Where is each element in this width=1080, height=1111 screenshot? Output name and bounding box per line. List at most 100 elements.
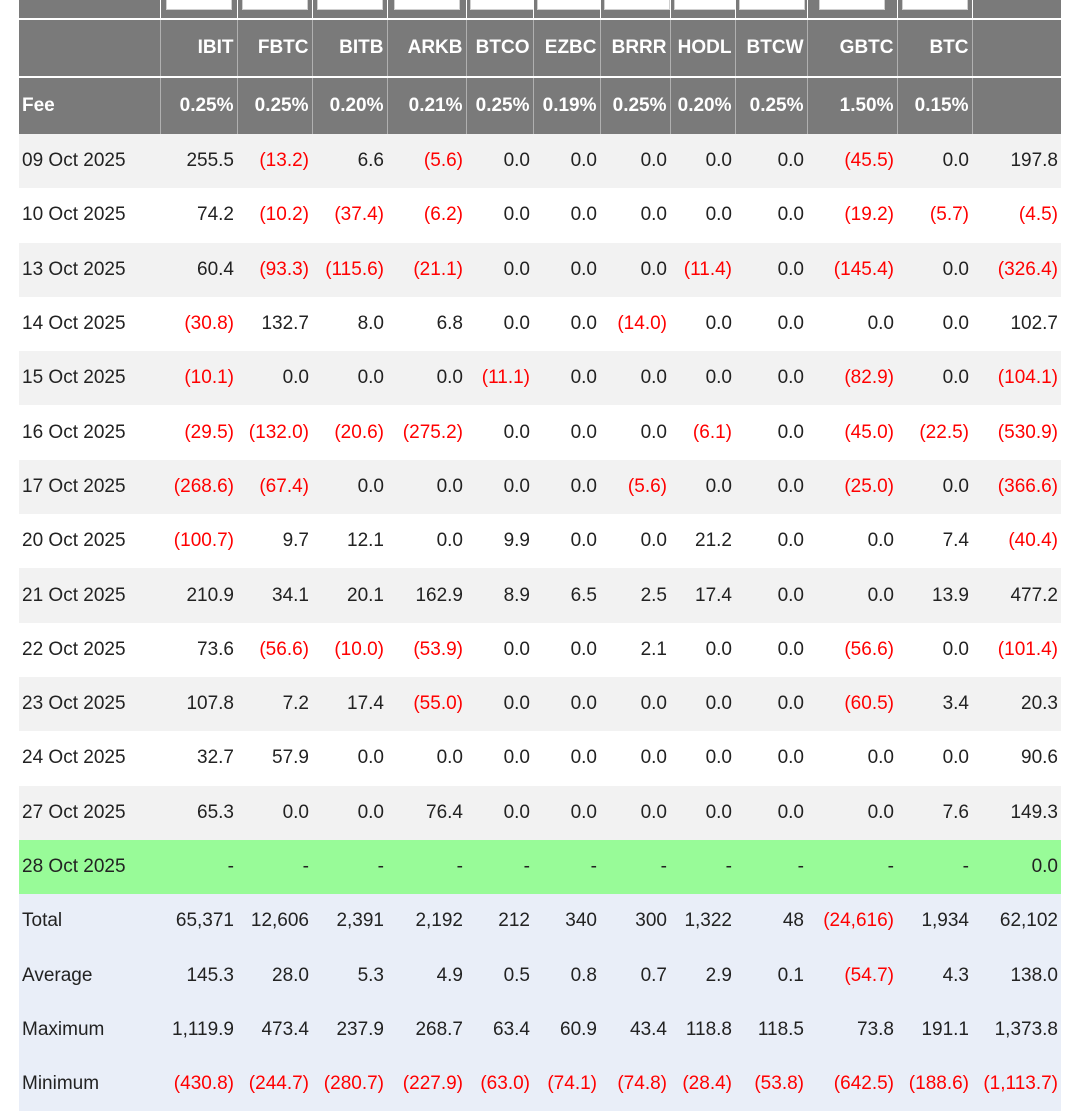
row-date: 17 Oct 2025 [19, 459, 160, 515]
flow-cell: 0.0 [533, 405, 600, 460]
fee-cell: 0.25% [466, 76, 534, 134]
summary-cell: 73.8 [807, 1002, 897, 1058]
summary-cell: 300 [600, 894, 670, 949]
flow-cell: (268.6) [160, 459, 237, 515]
flow-cell: 0.0 [735, 296, 807, 352]
summary-cell: (54.7) [807, 948, 897, 1003]
flow-cell: (67.4) [237, 459, 312, 515]
flow-cell: 73.6 [160, 622, 237, 677]
flow-cell: 0.0 [670, 731, 735, 786]
flow-cell: 0.0 [600, 514, 670, 569]
flow-cell: 0.0 [312, 785, 387, 840]
summary-cell: (63.0) [466, 1057, 533, 1111]
fee-row: Fee 0.25% 0.25% 0.20% 0.21% 0.25% 0.19% 0.25% 0.… [19, 76, 1061, 134]
flow-cell: (29.5) [160, 405, 237, 460]
table-row: 24 Oct 2025 32.7 57.9 0.0 0.0 0.0 0.0 0.0 0.0 0.0… [19, 731, 1061, 786]
summary-cell: 138.0 [972, 948, 1061, 1003]
flow-cell: 0.0 [807, 296, 897, 352]
flow-cell: 0.0 [600, 731, 670, 786]
flow-cell: 9.9 [466, 514, 533, 569]
summary-cell: 191.1 [897, 1002, 972, 1058]
fund-logo-cell [670, 0, 736, 19]
flow-cell: 0.0 [600, 134, 670, 189]
flow-cell: 12.1 [312, 514, 387, 569]
summary-cell: 5.3 [312, 948, 387, 1003]
fee-cell: 0.25% [600, 76, 671, 134]
ticker-header-ibit: IBIT [160, 18, 238, 77]
flow-cell: 0.0 [897, 731, 972, 786]
fee-cell [972, 76, 1061, 134]
flow-cell: 0.0 [735, 622, 807, 677]
flow-cell: 0.0 [735, 188, 807, 243]
fund-logo-cell [387, 0, 467, 19]
flow-cell: 7.2 [237, 676, 312, 732]
row-total-cell: (104.1) [972, 351, 1061, 406]
fund-logo-cell [897, 0, 973, 19]
flow-cell: 0.0 [670, 676, 735, 732]
flow-cell: - [735, 839, 807, 895]
summary-cell: 48 [735, 894, 807, 949]
summary-cell: (74.8) [600, 1057, 670, 1111]
flow-cell: (13.2) [237, 134, 312, 189]
row-date: 15 Oct 2025 [19, 351, 160, 406]
flow-cell: 2.5 [600, 568, 670, 623]
fee-cell: 0.25% [160, 76, 238, 134]
flow-cell: 0.0 [897, 296, 972, 352]
row-total-cell: 90.6 [972, 731, 1061, 786]
table-row: 10 Oct 2025 74.2 (10.2) (37.4) (6.2) 0.0 0.0 0.… [19, 188, 1061, 243]
summary-row-maximum: Maximum 1,119.9 473.4 237.9 268.7 63.4 60.9 43.… [19, 1002, 1061, 1058]
flow-cell: 0.0 [807, 731, 897, 786]
ibit-logo-icon [165, 0, 232, 10]
table-row: 27 Oct 2025 65.3 0.0 0.0 76.4 0.0 0.0 0.0 0.0 0.0… [19, 785, 1061, 840]
flow-cell: 0.0 [807, 785, 897, 840]
flow-cell: 0.0 [600, 676, 670, 732]
summary-cell: 118.8 [670, 1002, 735, 1058]
ticker-header-btc: BTC [897, 18, 973, 77]
flow-cell: (11.1) [466, 351, 533, 406]
flow-cell: 0.0 [533, 459, 600, 515]
flow-cell: (21.1) [387, 242, 466, 297]
hodl-logo-icon [673, 0, 734, 10]
summary-cell: 118.5 [735, 1002, 807, 1058]
fund-logo-cell [160, 0, 238, 19]
fund-logo-cell [533, 0, 601, 19]
fee-cell: 0.21% [387, 76, 467, 134]
ticker-header-hodl: HODL [670, 18, 736, 77]
corner-header [19, 18, 161, 77]
flow-cell: 7.4 [897, 514, 972, 569]
flow-cell: (14.0) [600, 296, 670, 352]
table-row: 09 Oct 2025 255.5 (13.2) 6.6 (5.6) 0.0 0.0 0.0 0… [19, 134, 1061, 189]
row-total-cell: 102.7 [972, 296, 1061, 352]
fund-logo-cell [237, 0, 313, 19]
flow-cell: - [312, 839, 387, 895]
flow-cell: 0.0 [387, 459, 466, 515]
summary-cell: 0.7 [600, 948, 670, 1003]
ticker-header-row: IBIT FBTC BITB ARKB BTCO EZBC BRRR HODL BTCW GBTC… [19, 18, 1061, 77]
flow-cell: (5.6) [387, 134, 466, 189]
fund-logo-cell [807, 0, 898, 19]
flow-cell: 0.0 [466, 296, 533, 352]
flow-cell: 0.0 [237, 785, 312, 840]
row-total-cell: 0.0 [972, 839, 1061, 895]
flow-cell: 0.0 [670, 188, 735, 243]
fee-cell: 0.25% [735, 76, 808, 134]
flow-cell: 76.4 [387, 785, 466, 840]
flow-cell: 20.1 [312, 568, 387, 623]
flow-cell: 0.0 [533, 785, 600, 840]
summary-cell: (74.1) [533, 1057, 600, 1111]
flow-cell: 0.0 [735, 459, 807, 515]
table-row: 13 Oct 2025 60.4 (93.3) (115.6) (21.1) 0.0 0.0… [19, 242, 1061, 297]
summary-cell: 145.3 [160, 948, 237, 1003]
flow-cell: - [600, 839, 670, 895]
summary-cell: 2.9 [670, 948, 735, 1003]
flow-cell: 8.0 [312, 296, 387, 352]
table-row: 14 Oct 2025 (30.8) 132.7 8.0 6.8 0.0 0.0 (14.0)… [19, 296, 1061, 352]
flow-cell: (93.3) [237, 242, 312, 297]
summary-cell: 1,373.8 [972, 1002, 1061, 1058]
flow-cell: 0.0 [312, 351, 387, 406]
table-row: 23 Oct 2025 107.8 7.2 17.4 (55.0) 0.0 0.0 0.0 0.… [19, 676, 1061, 732]
flow-cell: (56.6) [807, 622, 897, 677]
row-date: 28 Oct 2025 [19, 839, 160, 895]
ticker-header-ezbc: EZBC [533, 18, 601, 77]
summary-cell: 12,606 [237, 894, 312, 949]
